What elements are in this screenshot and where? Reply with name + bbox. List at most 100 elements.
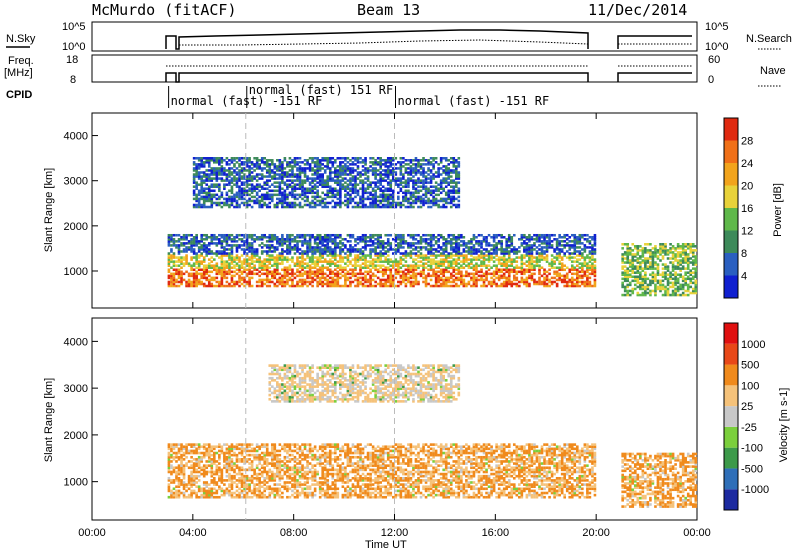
echo-cell (349, 240, 352, 243)
echo-cell (207, 262, 211, 265)
echo-cell (286, 258, 289, 261)
echo-cell (523, 262, 526, 265)
echo-cell (371, 284, 375, 288)
echo-cell (303, 282, 307, 286)
echo-cell (205, 159, 209, 162)
echo-cell (288, 266, 292, 270)
echo-cell (255, 161, 259, 164)
echo-cell (318, 195, 322, 199)
echo-cell (225, 262, 229, 265)
echo-cell (220, 246, 224, 249)
echo-cell (339, 169, 342, 172)
echo-cell (626, 273, 630, 276)
echo-cell (291, 185, 294, 188)
echo-cell (240, 161, 244, 164)
echo-cell (429, 199, 433, 203)
echo-cell (570, 266, 574, 270)
echo-cell (177, 250, 181, 253)
echo-cell (359, 258, 362, 261)
echo-cell (636, 251, 640, 254)
echo-cell (394, 258, 398, 261)
echo-cell (399, 236, 403, 239)
echo-cell (218, 282, 221, 286)
echo-cell (311, 169, 314, 172)
echo-cell (455, 167, 458, 170)
echo-cell (649, 261, 652, 264)
echo-cell (586, 278, 589, 282)
echo-cell (429, 250, 433, 253)
echo-cell (185, 280, 188, 284)
echo-cell (283, 258, 287, 261)
echo-cell (588, 272, 592, 276)
echo-cell (497, 248, 501, 251)
echo-cell (434, 161, 438, 164)
echo-cell (621, 281, 624, 285)
echo-cell (628, 281, 632, 285)
echo-cell (346, 284, 350, 288)
echo-cell (374, 159, 377, 162)
echo-cell (263, 262, 267, 265)
echo-cell (313, 252, 317, 255)
echo-cell (553, 276, 556, 280)
echo-cell (361, 282, 365, 286)
echo-cell (200, 177, 203, 180)
echo-cell (291, 258, 294, 261)
echo-cell (424, 262, 428, 265)
echo-cell (402, 254, 405, 257)
echo-cell (268, 278, 272, 282)
echo-cell (356, 264, 360, 267)
freq-panel-frame (91, 54, 698, 83)
echo-cell (321, 197, 324, 201)
echo-cell (583, 246, 587, 249)
echo-cell (389, 189, 393, 193)
echo-cell (250, 199, 254, 203)
echo-cell (230, 280, 234, 284)
echo-cell (548, 284, 551, 288)
echo-cell (339, 165, 342, 168)
echo-cell (311, 258, 314, 261)
echo-cell (568, 268, 572, 272)
echo-cell (664, 263, 667, 266)
echo-cell (565, 256, 569, 259)
echo-cell (452, 169, 456, 172)
echo-cell (439, 260, 443, 263)
echo-cell (636, 291, 640, 295)
echo-cell (578, 238, 582, 241)
echo-cell (331, 284, 335, 288)
echo-cell (233, 256, 236, 259)
echo-cell (573, 248, 577, 251)
echo-cell (296, 264, 299, 267)
echo-cell (331, 260, 335, 263)
echo-cell (576, 240, 579, 243)
noise-search-trace (179, 39, 589, 46)
echo-cell (414, 246, 418, 249)
echo-cell (268, 165, 272, 168)
echo-cell (409, 236, 413, 239)
echo-cell (583, 260, 587, 263)
echo-cell (449, 195, 453, 199)
echo-cell (298, 284, 302, 288)
echo-cell (628, 289, 632, 293)
echo-cell (283, 282, 287, 286)
echo-cell (586, 274, 589, 278)
echo-cell (442, 268, 445, 272)
echo-cell (651, 263, 655, 266)
echo-cell (296, 258, 299, 261)
echo-cell (646, 283, 650, 287)
echo-cell (586, 238, 589, 241)
echo-cell (497, 233, 501, 237)
echo-cell (369, 185, 372, 188)
echo-cell (301, 236, 304, 239)
echo-cell (235, 161, 239, 164)
echo-cell (588, 242, 592, 245)
echo-cell (323, 252, 327, 255)
echo-cell (278, 256, 282, 259)
echo-cell (429, 171, 433, 174)
echo-cell (316, 270, 319, 274)
echo-cell (583, 244, 587, 247)
echo-cell (265, 175, 269, 178)
echo-cell (432, 262, 435, 265)
echo-cell (449, 260, 453, 263)
echo-cell (349, 173, 352, 176)
echo-cell (207, 161, 211, 164)
